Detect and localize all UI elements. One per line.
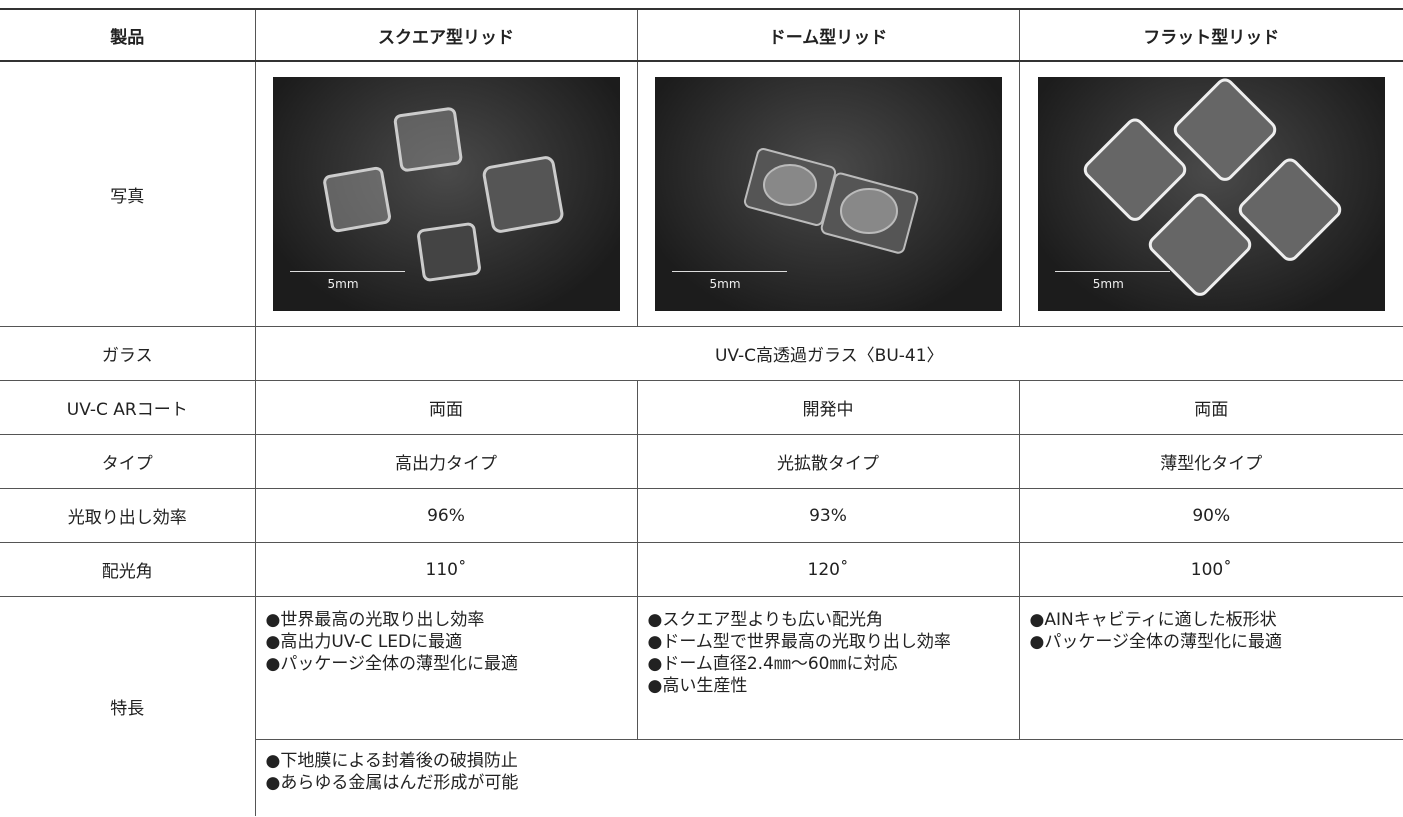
cell: 高出力タイプ xyxy=(254,434,638,489)
scale-bar xyxy=(289,271,405,272)
cell: 120˚ xyxy=(636,542,1020,597)
cell: 96% xyxy=(254,488,638,543)
photo-cell: 5mm xyxy=(636,60,1020,327)
glass-row: ガラス UV-C高透過ガラス〈BU-41〉 xyxy=(0,326,1403,381)
row-label: 特長 xyxy=(0,596,256,816)
photo: 5mm xyxy=(272,77,620,311)
photo: 5mm xyxy=(654,77,1002,311)
cell: 100˚ xyxy=(1018,542,1403,597)
spec-table: 製品 スクエア型リッド ドーム型リッド フラット型リッド 写真 5mm xyxy=(0,8,1403,816)
cell: 両面 xyxy=(254,380,638,435)
feature-item: ●パッケージ全体の薄型化に最適 xyxy=(265,654,519,674)
header-cell: 製品 xyxy=(0,8,256,62)
row-label: 配光角 xyxy=(0,542,256,597)
spec-rows: UV-C ARコート 両面 開発中 両面 タイプ 高出力タイプ 光拡散タイプ 薄型化タイプ 光取… xyxy=(0,380,1403,597)
scale-label: 5mm xyxy=(1092,277,1124,291)
feature-item: ●世界最高の光取り出し効率 xyxy=(265,610,485,630)
photo-art xyxy=(743,148,918,254)
feature-item: ●高出力UV-C LEDに最適 xyxy=(265,632,463,652)
photo-cell: 5mm xyxy=(1018,60,1403,327)
feature-item: ●スクエア型よりも広い配光角 xyxy=(647,610,884,630)
photo-art xyxy=(322,107,563,282)
features-cell: ●世界最高の光取り出し効率 ●高出力UV-C LEDに最適 ●パッケージ全体の薄型化… xyxy=(254,596,638,740)
cell: 90% xyxy=(1018,488,1403,543)
cell: 薄型化タイプ xyxy=(1018,434,1403,489)
header-cell: スクエア型リッド xyxy=(254,8,638,62)
spec-row: UV-C ARコート 両面 開発中 両面 xyxy=(0,380,1403,435)
features-row: 特長 ●世界最高の光取り出し効率 ●高出力UV-C LEDに最適 ●パッケージ全体の… xyxy=(0,596,1403,816)
header-row: 製品 スクエア型リッド ドーム型リッド フラット型リッド xyxy=(0,8,1403,62)
cell: 光拡散タイプ xyxy=(636,434,1020,489)
cell: UV-C高透過ガラス〈BU-41〉 xyxy=(254,326,1403,381)
cell: 93% xyxy=(636,488,1020,543)
feature-item: ●高い生産性 xyxy=(647,676,748,696)
row-label: UV-C ARコート xyxy=(0,380,256,435)
cell: 両面 xyxy=(1018,380,1403,435)
cell: 110˚ xyxy=(254,542,638,597)
header-cell: フラット型リッド xyxy=(1018,8,1403,62)
row-label: ガラス xyxy=(0,326,256,381)
scale-bar xyxy=(671,271,787,272)
feature-item: ●ドーム直径2.4㎜～60㎜に対応 xyxy=(647,654,898,674)
row-label: 光取り出し効率 xyxy=(0,488,256,543)
spec-row: タイプ 高出力タイプ 光拡散タイプ 薄型化タイプ xyxy=(0,434,1403,489)
photo-cell: 5mm xyxy=(254,60,638,327)
header-cell: ドーム型リッド xyxy=(636,8,1020,62)
spec-row: 光取り出し効率 96% 93% 90% xyxy=(0,488,1403,543)
features-cell: ●AINキャビティに適した板形状 ●パッケージ全体の薄型化に最適 xyxy=(1018,596,1403,740)
row-label: 写真 xyxy=(0,60,256,327)
feature-item: ●AINキャビティに適した板形状 xyxy=(1029,610,1277,630)
photo: 5mm xyxy=(1037,77,1385,311)
cell: 開発中 xyxy=(636,380,1020,435)
spec-row: 配光角 110˚ 120˚ 100˚ xyxy=(0,542,1403,597)
scale-bar xyxy=(1054,271,1170,272)
common-features-cell: ●下地膜による封着後の破損防止 ●あらゆる金属はんだ形成が可能 xyxy=(255,739,1403,816)
photo-art xyxy=(1083,78,1341,296)
scale-label: 5mm xyxy=(709,277,741,291)
feature-item: ●パッケージ全体の薄型化に最適 xyxy=(1029,632,1283,652)
photo-row: 写真 5mm xyxy=(0,60,1403,327)
features-cell: ●スクエア型よりも広い配光角 ●ドーム型で世界最高の光取り出し効率 ●ドーム直径2.… xyxy=(636,596,1020,740)
row-label: タイプ xyxy=(0,434,256,489)
feature-item: ●下地膜による封着後の破損防止 xyxy=(265,751,518,771)
feature-item: ●あらゆる金属はんだ形成が可能 xyxy=(265,773,519,793)
common-row: ●下地膜による封着後の破損防止 ●あらゆる金属はんだ形成が可能 xyxy=(0,739,1403,816)
feature-item: ●ドーム型で世界最高の光取り出し効率 xyxy=(647,632,951,652)
scale-label: 5mm xyxy=(327,277,359,291)
